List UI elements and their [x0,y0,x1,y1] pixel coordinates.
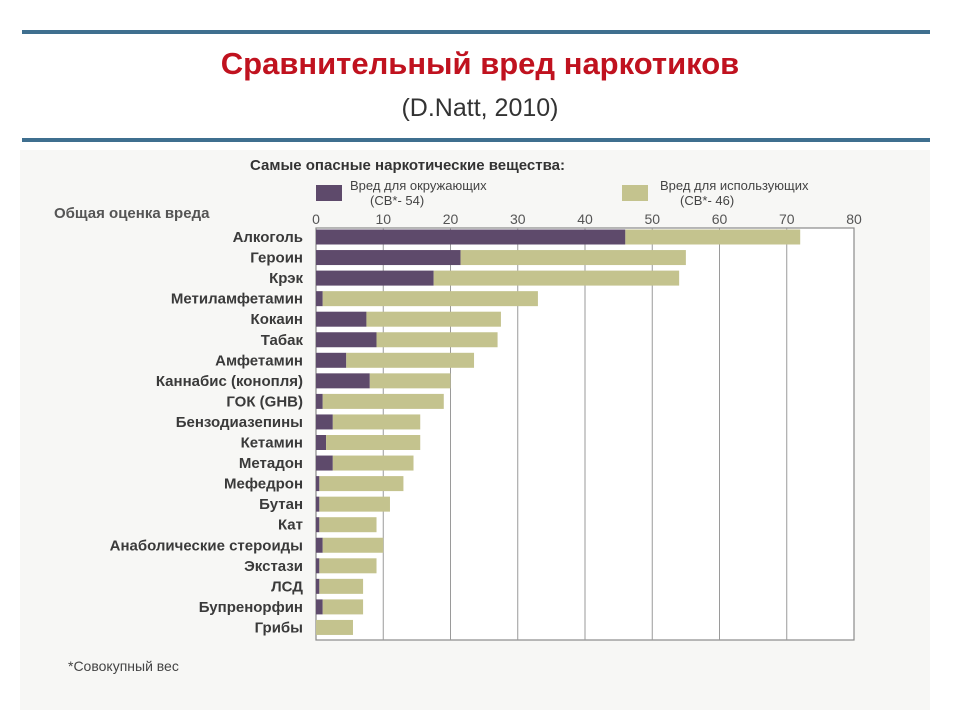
legend-label: Вред для окружающих [350,178,487,193]
bar-others [316,250,461,266]
category-label: Крэк [269,270,303,287]
category-label: Метадон [239,455,303,472]
category-label: Кат [278,517,303,534]
category-label: Экстази [244,558,303,575]
bar-others [316,517,320,533]
category-label: Бупренорфин [199,599,303,616]
bar-users [346,352,475,368]
x-tick-label: 10 [375,211,391,227]
bar-others [316,393,323,409]
bar-users [319,517,377,533]
legend-weight: (СВ*- 46) [680,193,734,208]
bar-others [316,332,377,348]
footnote: *Совокупный вес [68,658,179,674]
legend-swatch-users [622,185,648,201]
top-divider [22,30,930,34]
bar-users [376,332,498,348]
bar-users [366,311,501,327]
bar-users [322,599,364,615]
x-tick-label: 30 [510,211,526,227]
bar-users [332,414,421,430]
bar-others [316,537,323,553]
x-tick-label: 40 [577,211,593,227]
bar-users [625,229,801,245]
x-tick-label: 20 [443,211,459,227]
bar-others [316,558,320,574]
legend-swatch-others [316,185,342,201]
bar-users [369,373,451,389]
bar-users [319,558,377,574]
bar-users [322,291,538,307]
bar-others [316,311,367,327]
bar-others [316,414,333,430]
legend-label: Вред для использующих [660,178,809,193]
x-axis-label: Общая оценка вреда [54,205,210,222]
bar-others [316,229,626,245]
bar-others [316,455,333,471]
bar-users [322,393,444,409]
chart-title: Самые опасные наркотические вещества: [250,157,565,174]
category-label: Табак [261,332,304,349]
bar-users [322,537,384,553]
bar-others [316,496,320,512]
category-label: Каннабис (конопля) [156,373,303,390]
bar-users [433,270,680,286]
bar-users [326,435,421,450]
bar-users [319,578,364,594]
bar-users [460,250,686,266]
x-tick-label: 60 [712,211,728,227]
x-tick-label: 0 [312,211,320,227]
category-label: ГОК (GHB) [226,393,303,410]
chart-area: 0 10 20 30 40 50 60 70 80 Самые опасные наркотиче… [20,150,930,710]
chart: 0 10 20 30 40 50 60 70 80 Самые опасные наркотиче… [54,157,862,674]
header-divider [22,138,930,142]
category-label: Кокаин [251,311,303,328]
category-label: Метиламфетамин [171,291,303,308]
x-tick-label: 50 [644,211,660,227]
category-label: ЛСД [271,578,303,595]
bar-users [319,496,390,512]
slide-subtitle: (D.Natt, 2010) [401,94,559,122]
bar-others [316,373,370,389]
category-label: Мефедрон [224,476,303,493]
category-label: Кетамин [241,435,303,452]
slide-title: Сравнительный вред наркотиков [220,46,740,81]
category-label: Анаболические стероиды [110,537,303,554]
bar-others [316,578,320,594]
category-label: Героин [250,250,303,267]
bar-others [316,435,327,450]
bar-users [316,619,353,635]
x-tick-label: 70 [779,211,795,227]
bar-others [316,599,323,615]
category-label: Амфетамин [215,352,303,369]
bar-others [316,352,347,368]
bar-others [316,291,323,307]
bar-users [332,455,414,471]
legend-weight: (СВ*- 54) [370,193,424,208]
bar-others [316,270,434,286]
category-label: Алкоголь [233,229,303,246]
bar-users [319,476,404,492]
bar-others [316,476,320,492]
category-label: Грибы [255,619,303,636]
category-label: Бутан [259,496,303,513]
category-label: Бензодиазепины [176,414,303,431]
x-tick-label: 80 [846,211,862,227]
